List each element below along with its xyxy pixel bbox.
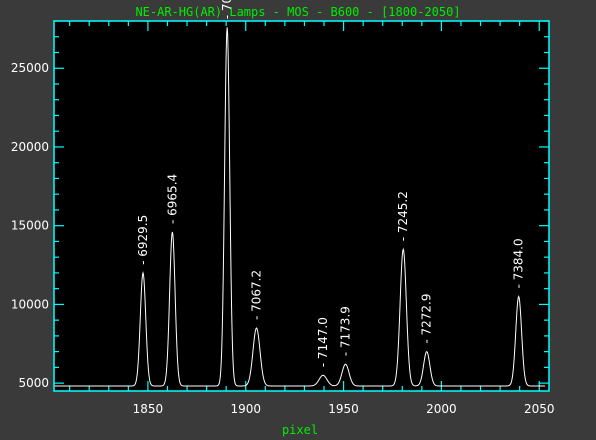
x-tick-label: 1950 [328,402,359,416]
chart-title: NE-AR-HG(AR) Lamps - MOS - B600 - [1800-… [135,5,460,19]
peak-label: - 6929.5 [136,215,150,265]
peak-label: - 7245.2 [396,191,410,241]
x-tick-label: 1850 [133,402,164,416]
plot-frame [53,20,550,392]
peak-labels: - 6929.5 - 6965.4 - 7032.4 - 7067.2 - 7147.0… [136,0,526,367]
spectrum-line [54,27,546,387]
peak-label: - 7067.2 [250,270,264,320]
y-tick-label: 5000 [18,376,49,390]
peak-label: - 7147.0 [316,317,330,367]
plot-background [54,21,549,391]
peak-label: - 7384.0 [512,238,526,288]
y-tick-label: 25000 [11,61,49,75]
peak-label: - 7032.4 [220,0,234,19]
y-tick-label: 15000 [11,219,49,233]
x-axis-label: pixel [282,423,318,437]
x-tick-label: 1900 [230,402,261,416]
y-tick-label: 10000 [11,297,49,311]
x-tick-label: 2050 [524,402,555,416]
peak-label: - 6965.4 [165,174,179,224]
axis-ticks: 1850 1900 1950 2000 2050 5000 10000 15000 20000 2… [11,20,555,416]
peak-label: - 7173.9 [339,306,353,356]
y-tick-label: 20000 [11,140,49,154]
x-tick-label: 2000 [426,402,457,416]
peak-label: - 7272.9 [420,293,434,343]
